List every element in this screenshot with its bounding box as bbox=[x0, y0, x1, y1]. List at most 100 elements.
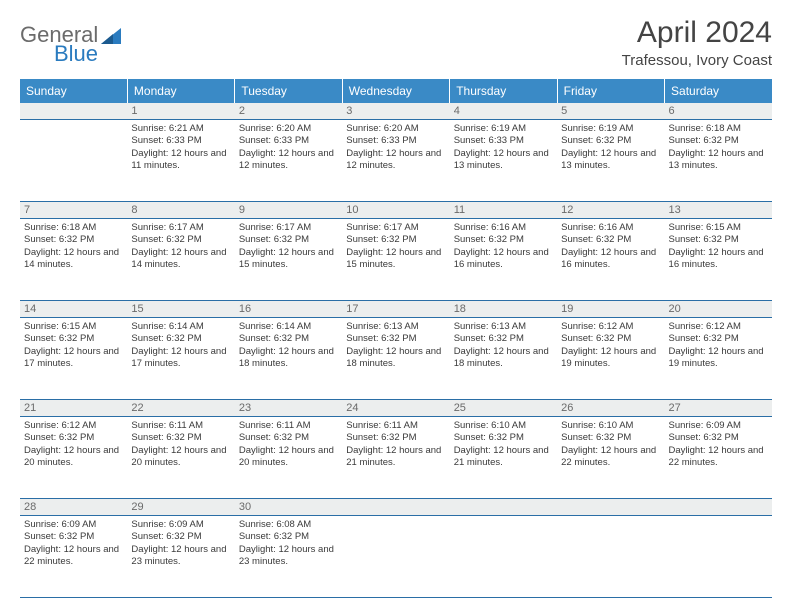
sunset-text: Sunset: 6:32 PM bbox=[24, 531, 123, 543]
sunrise-text: Sunrise: 6:17 AM bbox=[239, 222, 338, 234]
sunset-text: Sunset: 6:32 PM bbox=[24, 333, 123, 345]
sunset-text: Sunset: 6:33 PM bbox=[454, 135, 553, 147]
daylight-text: Daylight: 12 hours and 14 minutes. bbox=[131, 247, 230, 272]
day-number: 24 bbox=[342, 400, 449, 417]
weekday-header: Sunday bbox=[20, 79, 127, 103]
sunset-text: Sunset: 6:32 PM bbox=[239, 333, 338, 345]
daynum-row: 78910111213 bbox=[20, 202, 772, 219]
day-number: 23 bbox=[235, 400, 342, 417]
weekday-header-row: Sunday Monday Tuesday Wednesday Thursday… bbox=[20, 79, 772, 103]
day-number: 25 bbox=[450, 400, 557, 417]
week-row: Sunrise: 6:18 AMSunset: 6:32 PMDaylight:… bbox=[20, 219, 772, 301]
sunrise-text: Sunrise: 6:14 AM bbox=[131, 321, 230, 333]
day-number bbox=[20, 103, 127, 120]
sunrise-text: Sunrise: 6:20 AM bbox=[239, 123, 338, 135]
day-cell: Sunrise: 6:09 AMSunset: 6:32 PMDaylight:… bbox=[665, 417, 772, 499]
sunrise-text: Sunrise: 6:17 AM bbox=[131, 222, 230, 234]
location: Trafessou, Ivory Coast bbox=[622, 52, 772, 69]
sunrise-text: Sunrise: 6:09 AM bbox=[131, 519, 230, 531]
sunrise-text: Sunrise: 6:09 AM bbox=[669, 420, 768, 432]
day-number bbox=[342, 499, 449, 516]
day-cell: Sunrise: 6:17 AMSunset: 6:32 PMDaylight:… bbox=[342, 219, 449, 301]
day-cell bbox=[665, 516, 772, 598]
day-cell: Sunrise: 6:11 AMSunset: 6:32 PMDaylight:… bbox=[127, 417, 234, 499]
sunset-text: Sunset: 6:32 PM bbox=[454, 432, 553, 444]
day-cell: Sunrise: 6:10 AMSunset: 6:32 PMDaylight:… bbox=[450, 417, 557, 499]
day-number: 11 bbox=[450, 202, 557, 219]
sunset-text: Sunset: 6:32 PM bbox=[24, 234, 123, 246]
sunrise-text: Sunrise: 6:15 AM bbox=[24, 321, 123, 333]
sunset-text: Sunset: 6:32 PM bbox=[454, 234, 553, 246]
weekday-header: Friday bbox=[557, 79, 664, 103]
daylight-text: Daylight: 12 hours and 12 minutes. bbox=[239, 148, 338, 173]
daylight-text: Daylight: 12 hours and 22 minutes. bbox=[669, 445, 768, 470]
daynum-row: 282930 bbox=[20, 499, 772, 516]
sunset-text: Sunset: 6:32 PM bbox=[131, 432, 230, 444]
daylight-text: Daylight: 12 hours and 20 minutes. bbox=[239, 445, 338, 470]
sunrise-text: Sunrise: 6:19 AM bbox=[454, 123, 553, 135]
week-row: Sunrise: 6:21 AMSunset: 6:33 PMDaylight:… bbox=[20, 120, 772, 202]
sunset-text: Sunset: 6:32 PM bbox=[669, 234, 768, 246]
sunset-text: Sunset: 6:32 PM bbox=[346, 432, 445, 444]
day-cell: Sunrise: 6:11 AMSunset: 6:32 PMDaylight:… bbox=[342, 417, 449, 499]
day-cell: Sunrise: 6:19 AMSunset: 6:33 PMDaylight:… bbox=[450, 120, 557, 202]
daylight-text: Daylight: 12 hours and 14 minutes. bbox=[24, 247, 123, 272]
daylight-text: Daylight: 12 hours and 13 minutes. bbox=[561, 148, 660, 173]
weekday-header: Thursday bbox=[450, 79, 557, 103]
daylight-text: Daylight: 12 hours and 13 minutes. bbox=[669, 148, 768, 173]
sunset-text: Sunset: 6:33 PM bbox=[239, 135, 338, 147]
day-number: 19 bbox=[557, 301, 664, 318]
sunrise-text: Sunrise: 6:12 AM bbox=[561, 321, 660, 333]
sunrise-text: Sunrise: 6:17 AM bbox=[346, 222, 445, 234]
day-cell: Sunrise: 6:12 AMSunset: 6:32 PMDaylight:… bbox=[665, 318, 772, 400]
day-cell: Sunrise: 6:17 AMSunset: 6:32 PMDaylight:… bbox=[127, 219, 234, 301]
daylight-text: Daylight: 12 hours and 21 minutes. bbox=[346, 445, 445, 470]
daylight-text: Daylight: 12 hours and 13 minutes. bbox=[454, 148, 553, 173]
sunrise-text: Sunrise: 6:09 AM bbox=[24, 519, 123, 531]
sunrise-text: Sunrise: 6:18 AM bbox=[669, 123, 768, 135]
day-cell bbox=[342, 516, 449, 598]
day-number: 29 bbox=[127, 499, 234, 516]
weekday-header: Saturday bbox=[665, 79, 772, 103]
daylight-text: Daylight: 12 hours and 17 minutes. bbox=[131, 346, 230, 371]
sunrise-text: Sunrise: 6:11 AM bbox=[239, 420, 338, 432]
daynum-row: 123456 bbox=[20, 103, 772, 120]
sunset-text: Sunset: 6:32 PM bbox=[24, 432, 123, 444]
sunset-text: Sunset: 6:32 PM bbox=[454, 333, 553, 345]
sunrise-text: Sunrise: 6:19 AM bbox=[561, 123, 660, 135]
day-cell: Sunrise: 6:12 AMSunset: 6:32 PMDaylight:… bbox=[20, 417, 127, 499]
day-number: 12 bbox=[557, 202, 664, 219]
daylight-text: Daylight: 12 hours and 23 minutes. bbox=[131, 544, 230, 569]
daylight-text: Daylight: 12 hours and 16 minutes. bbox=[561, 247, 660, 272]
daylight-text: Daylight: 12 hours and 19 minutes. bbox=[561, 346, 660, 371]
day-number: 7 bbox=[20, 202, 127, 219]
sunrise-text: Sunrise: 6:16 AM bbox=[561, 222, 660, 234]
day-cell: Sunrise: 6:17 AMSunset: 6:32 PMDaylight:… bbox=[235, 219, 342, 301]
day-number: 15 bbox=[127, 301, 234, 318]
sunset-text: Sunset: 6:32 PM bbox=[561, 333, 660, 345]
day-number: 6 bbox=[665, 103, 772, 120]
daylight-text: Daylight: 12 hours and 19 minutes. bbox=[669, 346, 768, 371]
sunset-text: Sunset: 6:32 PM bbox=[669, 333, 768, 345]
day-cell bbox=[20, 120, 127, 202]
sunset-text: Sunset: 6:32 PM bbox=[669, 135, 768, 147]
day-number: 26 bbox=[557, 400, 664, 417]
sunset-text: Sunset: 6:33 PM bbox=[346, 135, 445, 147]
daylight-text: Daylight: 12 hours and 18 minutes. bbox=[239, 346, 338, 371]
sunset-text: Sunset: 6:32 PM bbox=[239, 234, 338, 246]
sunset-text: Sunset: 6:32 PM bbox=[239, 531, 338, 543]
day-number: 9 bbox=[235, 202, 342, 219]
daylight-text: Daylight: 12 hours and 20 minutes. bbox=[24, 445, 123, 470]
week-row: Sunrise: 6:09 AMSunset: 6:32 PMDaylight:… bbox=[20, 516, 772, 598]
day-cell bbox=[557, 516, 664, 598]
day-number: 16 bbox=[235, 301, 342, 318]
sunset-text: Sunset: 6:32 PM bbox=[131, 531, 230, 543]
day-number: 17 bbox=[342, 301, 449, 318]
sunrise-text: Sunrise: 6:20 AM bbox=[346, 123, 445, 135]
day-number: 28 bbox=[20, 499, 127, 516]
day-cell: Sunrise: 6:15 AMSunset: 6:32 PMDaylight:… bbox=[20, 318, 127, 400]
sunrise-text: Sunrise: 6:12 AM bbox=[24, 420, 123, 432]
day-cell: Sunrise: 6:16 AMSunset: 6:32 PMDaylight:… bbox=[450, 219, 557, 301]
day-cell: Sunrise: 6:14 AMSunset: 6:32 PMDaylight:… bbox=[235, 318, 342, 400]
day-number: 2 bbox=[235, 103, 342, 120]
